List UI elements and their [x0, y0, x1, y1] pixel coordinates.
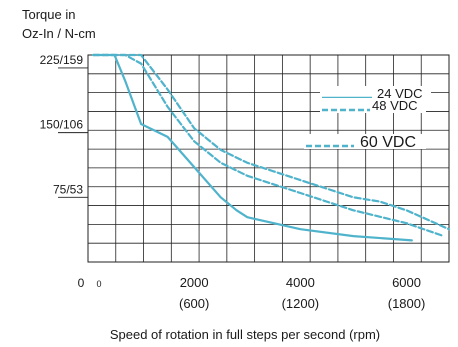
legend-label: 24 VDC [377, 86, 423, 101]
y-tick-label: 75/53 [53, 182, 83, 196]
x-tick-sublabel: (1200) [282, 296, 320, 311]
legend-entry-background [320, 98, 426, 113]
y-axis-label-line-2: Oz-In / N-cm [22, 26, 96, 41]
series-line-60-vdc [92, 53, 451, 231]
x-tick-labels: 0 0 2000 (600) 4000 (1200) 6000 (1800) [78, 275, 426, 311]
x-tick-label: 2000 [180, 275, 209, 290]
x-tick-label: 4000 [286, 275, 315, 290]
plot-frame [87, 54, 450, 263]
x-tick-sublabel: 0 [96, 279, 101, 289]
y-tick-label: 225/159 [40, 53, 84, 67]
x-tick-sublabel: (600) [179, 296, 209, 311]
x-tick-label: 0 [78, 276, 85, 290]
y-tick-label: 150/106 [40, 118, 84, 132]
y-axis-label-line-1: Torque in [22, 7, 75, 22]
legend-label: 60 VDC [360, 134, 416, 151]
x-tick-label: 6000 [392, 275, 421, 290]
series-lines [92, 53, 451, 242]
series-line-48-vdc [92, 53, 445, 238]
x-tick-sublabel: (1800) [388, 296, 426, 311]
y-tick-labels: 225/159 150/106 75/53 [40, 53, 88, 198]
series-line-24-vdc [92, 53, 413, 242]
legend-label: 48 VDC [372, 98, 418, 113]
x-axis-label: Speed of rotation in full steps per seco… [110, 327, 380, 342]
